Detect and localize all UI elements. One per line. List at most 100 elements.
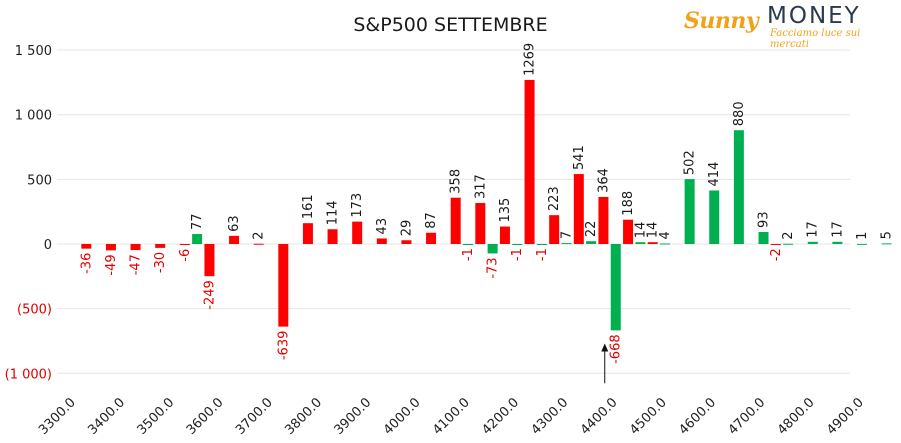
x-tick-label: 4500.0: [627, 395, 670, 438]
bar-red: [524, 79, 535, 244]
data-label: 14: [646, 222, 661, 239]
data-label: 29: [399, 220, 414, 237]
bar-green: [586, 241, 597, 244]
x-tick-label: 3500.0: [135, 395, 178, 438]
x-tick-label: 4900.0: [824, 395, 867, 438]
bar-green: [857, 243, 867, 245]
bar-green: [536, 244, 547, 245]
data-label: 223: [547, 186, 562, 211]
bar-red: [81, 244, 92, 249]
data-label: 364: [596, 168, 611, 193]
data-label: 87: [424, 212, 439, 229]
y-tick-label: 500: [27, 173, 52, 188]
x-tick-label: 3900.0: [332, 395, 375, 438]
data-label: 541: [572, 145, 587, 170]
x-tick-label: 3700.0: [233, 395, 276, 438]
data-label: 161: [301, 194, 316, 219]
data-label: 1269: [523, 43, 538, 76]
data-label: 2: [252, 231, 267, 239]
data-label: 188: [621, 191, 636, 216]
logo-sunny-text: Sunny: [684, 8, 759, 34]
bar-red: [179, 244, 190, 245]
y-tick-label: (500): [17, 303, 52, 318]
data-label: 173: [350, 193, 365, 218]
x-tick-label: 4300.0: [529, 395, 572, 438]
data-label: 43: [375, 218, 390, 235]
bar-red: [647, 242, 658, 244]
data-label: 4: [658, 231, 673, 239]
bar-green: [758, 231, 769, 244]
annotation-arrow-head: [601, 343, 609, 352]
x-tick-label: 4600.0: [676, 395, 719, 438]
data-label: -1: [510, 248, 525, 261]
bar-red: [204, 244, 215, 277]
x-tick-label: 4400.0: [578, 395, 621, 438]
bar-green: [783, 243, 794, 245]
x-tick-label: 4100.0: [430, 395, 473, 438]
bar-green: [610, 244, 621, 331]
data-label: 317: [473, 174, 488, 199]
bar-red: [401, 240, 412, 244]
x-tick-label: 3600.0: [184, 395, 227, 438]
bar-red: [352, 221, 363, 244]
x-tick-label: 4000.0: [381, 395, 424, 438]
bar-red: [327, 229, 338, 244]
bar-red: [155, 244, 166, 248]
bar-green: [709, 190, 720, 244]
bar-green: [733, 130, 744, 244]
logo-tagline: Facciamo luce sui mercati: [770, 28, 861, 50]
bar-green: [512, 244, 523, 245]
data-label: 14: [633, 222, 648, 239]
bar-red: [549, 215, 560, 244]
bar-red: [475, 203, 486, 244]
bar-red: [573, 174, 584, 244]
data-label: 114: [326, 200, 341, 225]
chart-title: S&P500 SETTEMBRE: [353, 14, 548, 36]
data-label: 77: [190, 213, 205, 230]
data-label: 22: [584, 221, 599, 238]
sunny-money-logo: Sunny MONEY Facciamo luce sui mercati: [684, 3, 889, 50]
bar-green: [463, 244, 473, 245]
y-tick-label: 0: [44, 238, 52, 253]
bar-green: [561, 243, 572, 245]
x-tick-label: 3400.0: [85, 395, 128, 438]
bar-red: [426, 232, 437, 244]
data-label: 7: [560, 231, 575, 239]
data-label: -249: [202, 280, 217, 310]
bar-green: [487, 244, 498, 254]
data-label: -1: [535, 248, 550, 261]
data-label: -6: [178, 249, 193, 262]
y-tick-label: 1 000: [15, 109, 52, 124]
data-label: -49: [104, 254, 119, 275]
data-label: 414: [707, 162, 722, 187]
data-label: 17: [806, 221, 821, 238]
y-tick-label: (1 000): [5, 367, 52, 382]
bar-red: [302, 223, 313, 244]
data-label: -639: [276, 331, 291, 361]
bar-green: [832, 241, 843, 244]
data-label: -30: [153, 252, 168, 273]
bar-red: [229, 235, 240, 244]
bar-green: [192, 234, 203, 244]
bar-red: [376, 238, 387, 244]
x-tick-label: 4700.0: [726, 395, 769, 438]
data-label: -2: [769, 248, 784, 261]
data-label: 93: [757, 211, 772, 228]
bar-red: [450, 197, 461, 244]
bar-red: [499, 226, 510, 244]
x-tick-label: 4200.0: [479, 395, 522, 438]
data-label: 135: [498, 198, 513, 223]
bar-red: [253, 243, 264, 245]
y-tick-label: 1 500: [15, 44, 52, 59]
bar-green: [660, 243, 670, 245]
bar-green: [684, 179, 695, 244]
data-label: -1: [461, 248, 476, 261]
bar-red: [770, 244, 781, 245]
data-label: 358: [449, 169, 464, 194]
data-label: -47: [129, 254, 144, 275]
data-label: 2: [781, 231, 796, 239]
x-tick-label: 4800.0: [775, 395, 818, 438]
data-label: 1: [855, 232, 870, 240]
bar-green: [635, 242, 646, 244]
